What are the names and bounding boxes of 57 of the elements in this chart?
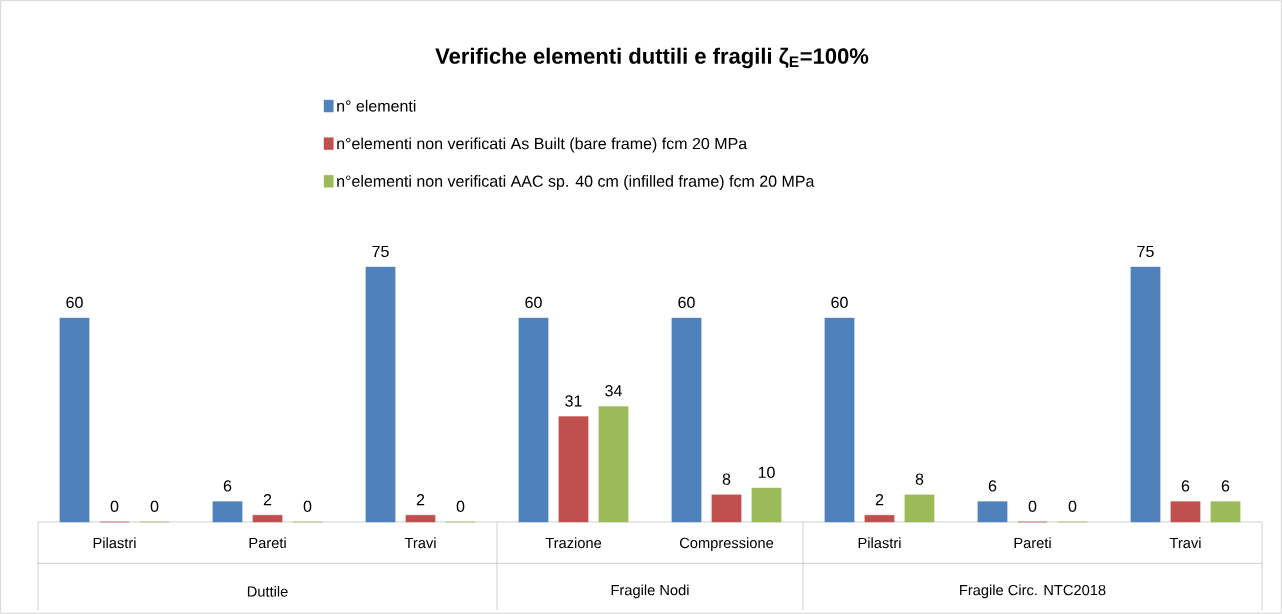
data-label: 0 xyxy=(1028,500,1037,512)
x-tick-label: Travi xyxy=(1169,537,1201,549)
data-label: 8 xyxy=(915,473,924,485)
bar xyxy=(405,514,436,523)
data-label: 6 xyxy=(1221,480,1230,492)
data-label: 6 xyxy=(988,480,997,492)
text: Fragile Nodi xyxy=(611,584,689,599)
bar xyxy=(1130,266,1161,523)
bar xyxy=(824,317,855,523)
bar xyxy=(904,494,935,523)
data-label: 60 xyxy=(525,296,542,309)
text: Fragile Circ. NTC2018 xyxy=(960,584,1106,599)
data-label: 2 xyxy=(416,494,425,506)
data-label: 0 xyxy=(1068,500,1077,512)
data-label: 6 xyxy=(223,480,232,492)
data-label: 60 xyxy=(831,296,848,309)
x-tick-label: Pilastri xyxy=(858,537,901,549)
bar xyxy=(864,514,895,523)
data-label: 31 xyxy=(565,395,582,407)
data-label: 10 xyxy=(758,466,775,479)
x-tick-label: Pareti xyxy=(1014,537,1051,549)
data-label: 0 xyxy=(110,500,119,512)
data-label: 75 xyxy=(1137,245,1154,258)
bar xyxy=(598,406,629,523)
bar xyxy=(751,487,782,523)
x-tick-label: Pilastri xyxy=(93,537,136,549)
text: Duttile xyxy=(247,585,288,597)
x-tick-label: Compressione xyxy=(679,537,774,552)
data-label: 2 xyxy=(263,494,272,506)
bar xyxy=(671,317,702,523)
data-label: 8 xyxy=(722,473,731,485)
legend-label: n°elementi non verificati AAC sp. 40 cm (infilled frame) fcm 20 MPa xyxy=(337,175,815,191)
data-label: 60 xyxy=(678,296,695,309)
bar xyxy=(252,514,283,523)
bar xyxy=(59,317,90,523)
bar xyxy=(518,317,549,523)
data-label: 60 xyxy=(66,296,83,309)
data-label: 34 xyxy=(605,385,622,397)
legend-label: n° elementi xyxy=(337,99,416,112)
data-label: 2 xyxy=(875,494,884,506)
bar xyxy=(711,494,742,523)
bar xyxy=(558,416,589,523)
data-label: 0 xyxy=(456,500,465,512)
data-label: 6 xyxy=(1181,480,1190,492)
x-tick-label: Pareti xyxy=(249,537,286,549)
data-label: 0 xyxy=(303,500,312,512)
bar xyxy=(977,501,1008,523)
data-label: 0 xyxy=(150,500,159,512)
chart-title: Verifiche elementi duttili e fragili ζ$_{E}$=100% xyxy=(435,47,869,69)
x-tick-label: Trazione xyxy=(545,537,602,549)
x-tick-label: Travi xyxy=(404,537,436,549)
bar xyxy=(1170,501,1201,523)
bar xyxy=(1210,501,1241,523)
data-label: 75 xyxy=(372,245,389,258)
bar xyxy=(212,501,243,523)
bar xyxy=(365,266,396,523)
legend-label: n°elementi non verificati As Built (bare frame) fcm 20 MPa xyxy=(337,137,748,153)
